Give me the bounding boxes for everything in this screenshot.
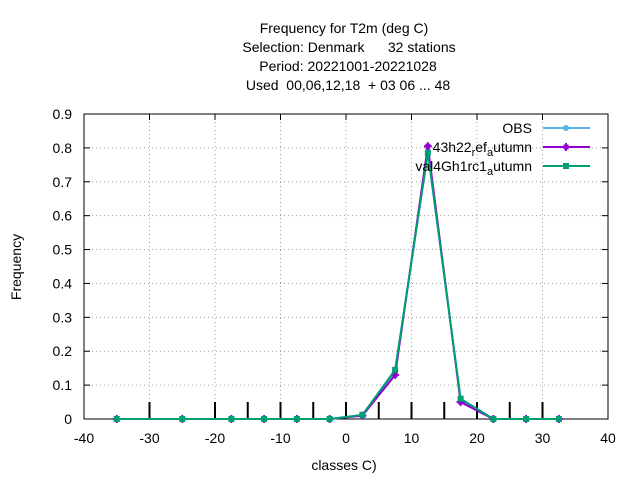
y-tick-label: 0.8 [53,140,73,156]
x-tick-label: 10 [404,430,420,446]
series-2 [113,149,562,422]
x-tick-label: -40 [74,430,94,446]
data-point [326,416,333,422]
data-point [490,416,497,422]
y-tick-label: 0.7 [53,174,73,190]
y-tick-label: 0.4 [53,275,73,291]
axis-ticks: -40 -30 -20 -10 0 10 20 30 40 0 0.1 0.2 0.3 0.4 0.5 0.6… [53,106,616,446]
chart-title-line-3: Period: 20221001-20221028 [259,58,437,74]
x-tick-label: 0 [342,430,350,446]
plot-frame [83,113,609,420]
y-tick-label: 0.2 [53,343,73,359]
x-tick-label: 30 [535,430,551,446]
x-tick-label: 40 [600,430,616,446]
y-tick-label: 0.3 [53,309,73,325]
series [112,142,563,423]
series-line [116,151,559,420]
y-tick-label: 0.9 [53,106,73,122]
data-point [293,416,300,422]
y-tick-label: 0.5 [53,242,73,258]
y-axis-label: Frequency [8,234,24,300]
x-tick-label: -10 [270,430,290,446]
chart-title-line-4: Used 00,06,12,18 + 03 06 ... 48 [246,77,451,93]
y-tick-label: 0.6 [53,208,73,224]
data-point [423,142,432,151]
series-0 [113,148,562,422]
data-point [392,366,399,373]
data-point [359,411,366,418]
data-point [457,395,464,402]
data-point [179,416,186,422]
data-point [261,416,268,422]
class-boundary-ticks [148,402,544,419]
series-1 [112,142,563,423]
legend-sample-marker [562,143,570,151]
x-axis-label: classes C) [311,457,376,473]
legend-sample-marker [563,163,569,169]
legend-samples [543,125,590,169]
legend-label-obs: OBS [502,120,532,136]
legend-label-val4gh1rc1-autumn: val4Gh1rc1autumn [415,158,532,178]
chart-title-line-2: Selection: Denmark 32 stations [242,39,455,55]
data-point [424,149,431,156]
legend-label-43h22-ref-autumn: 43h22refautumn [433,139,532,159]
data-point [523,416,530,422]
series-line [116,152,559,420]
x-tick-label: -30 [139,430,159,446]
y-tick-label: 0.1 [53,377,73,393]
series-line [116,146,559,420]
data-point [228,416,235,422]
y-tick-label: 0 [64,411,72,427]
x-tick-label: 20 [469,430,485,446]
data-point [555,416,562,422]
x-tick-label: -20 [205,430,225,446]
chart-title-line-1: Frequency for T2m (deg C) [260,20,429,36]
legend: OBS 43h22refautumn val4Gh1rc1autumn [415,120,590,178]
grid [84,114,608,419]
legend-sample-marker [563,125,569,131]
data-point [113,416,120,422]
